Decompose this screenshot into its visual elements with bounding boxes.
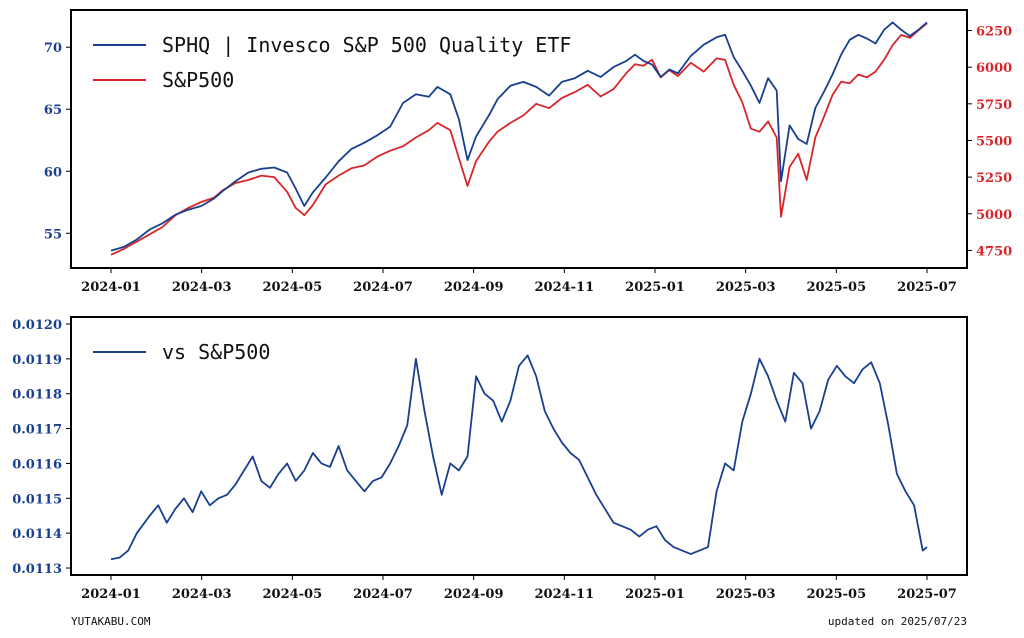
top-left-y-tick-label: 65 xyxy=(44,103,62,118)
bottom-y-tick-label: 0.0118 xyxy=(12,388,62,403)
top-x-tick-label: 2024-03 xyxy=(172,280,232,295)
top-x-tick-label: 2024-01 xyxy=(81,280,141,295)
top-x-tick-label: 2025-05 xyxy=(806,280,866,295)
bottom-x-tick-label: 2024-05 xyxy=(262,587,322,602)
bottom-x-tick-label: 2024-11 xyxy=(534,587,594,602)
top-right-y-tick-label: 5500 xyxy=(976,134,1012,149)
top-left-y-axis: 55 60 65 70 xyxy=(44,41,71,242)
top-left-y-tick-label: 70 xyxy=(44,41,62,56)
bottom-legend: vs S&P500 xyxy=(93,340,270,364)
top-right-y-tick-label: 6000 xyxy=(976,61,1012,76)
bottom-x-tick-label: 2025-01 xyxy=(625,587,685,602)
bottom-y-tick-label: 0.0114 xyxy=(12,527,62,542)
top-x-tick-label: 2024-09 xyxy=(444,280,504,295)
top-x-tick-label: 2025-03 xyxy=(716,280,776,295)
bottom-x-tick-label: 2024-03 xyxy=(172,587,232,602)
top-right-y-tick-label: 4750 xyxy=(976,244,1012,259)
bottom-series-lines xyxy=(110,354,928,561)
bottom-x-axis: 2024-01 2024-03 2024-05 2024-07 2024-09 2024-… xyxy=(81,575,957,602)
bottom-x-tick-label: 2025-05 xyxy=(806,587,866,602)
bottom-x-tick-label: 2024-07 xyxy=(353,587,413,602)
bottom-panel-frame xyxy=(70,316,968,576)
top-right-y-tick-label: 5750 xyxy=(976,98,1012,113)
top-x-tick-label: 2024-07 xyxy=(353,280,413,295)
top-right-y-axis: 4750 5000 5250 5500 5750 6000 6250 xyxy=(967,25,1012,259)
top-x-axis: 2024-01 2024-03 2024-05 2024-07 2024-09 2024-… xyxy=(81,268,957,295)
legend-label-ratio: vs S&P500 xyxy=(162,340,270,364)
series-line-sp500 xyxy=(110,22,928,256)
bottom-y-axis: 0.0113 0.0114 0.0115 0.0116 0.0117 0.0118 0.01… xyxy=(12,318,71,577)
legend-label-sp500: S&P500 xyxy=(162,68,234,92)
top-x-tick-label: 2024-05 xyxy=(262,280,322,295)
top-left-y-tick-label: 55 xyxy=(44,227,62,242)
bottom-y-tick-label: 0.0120 xyxy=(12,318,62,333)
bottom-x-tick-label: 2025-03 xyxy=(716,587,776,602)
top-x-tick-label: 2024-11 xyxy=(534,280,594,295)
bottom-y-tick-label: 0.0113 xyxy=(12,562,62,577)
footer-site: YUTAKABU.COM xyxy=(71,615,151,628)
top-x-tick-label: 2025-07 xyxy=(897,280,957,295)
top-panel-frame xyxy=(70,9,968,269)
top-left-y-tick-label: 60 xyxy=(44,165,62,180)
top-right-y-tick-label: 5250 xyxy=(976,171,1012,186)
top-x-tick-label: 2025-01 xyxy=(625,280,685,295)
series-line-ratio xyxy=(110,354,928,561)
top-series-lines xyxy=(110,21,928,256)
bottom-x-tick-label: 2025-07 xyxy=(897,587,957,602)
bottom-x-tick-label: 2024-01 xyxy=(81,587,141,602)
legend-label-sphq: SPHQ | Invesco S&P 500 Quality ETF xyxy=(162,33,571,57)
top-right-y-tick-label: 6250 xyxy=(976,25,1012,40)
bottom-y-tick-label: 0.0115 xyxy=(12,492,62,507)
bottom-y-tick-label: 0.0119 xyxy=(12,353,62,368)
top-right-y-tick-label: 5000 xyxy=(976,208,1012,223)
bottom-x-tick-label: 2024-09 xyxy=(444,587,504,602)
series-line-sphq xyxy=(110,21,928,252)
footer-updated: updated on 2025/07/23 xyxy=(828,615,967,628)
top-legend: SPHQ | Invesco S&P 500 Quality ETF S&P50… xyxy=(93,33,571,92)
bottom-y-tick-label: 0.0116 xyxy=(12,457,62,472)
bottom-y-tick-label: 0.0117 xyxy=(12,423,62,438)
